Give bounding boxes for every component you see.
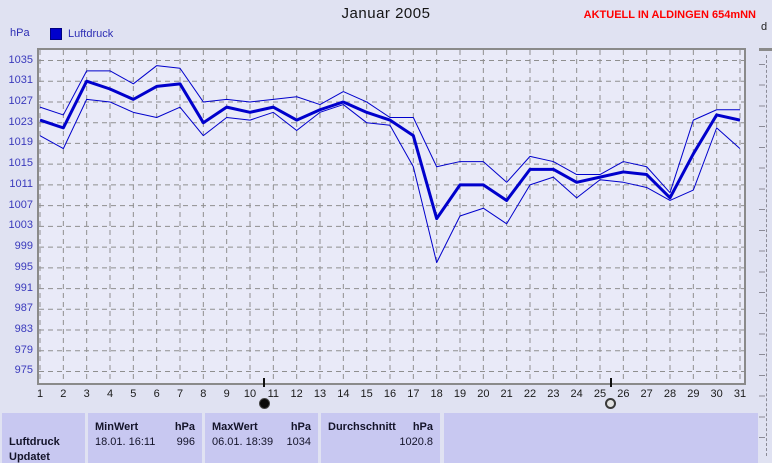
maxwert-unit: hPa [290,421,311,433]
durchschnitt-value: 1020.8 [399,436,433,448]
x-tick-label: 13 [313,388,327,400]
next-panel-grid-ticks [759,64,765,456]
y-tick-label: 1031 [8,74,33,87]
x-tick-label: 28 [663,388,677,400]
y-tick-label: 979 [14,343,33,356]
x-tick-label: 16 [383,388,397,400]
pressure-mean-line [39,79,741,221]
sensor-name: Luftdruck [9,436,60,448]
sensor-name-clipped-line: Updatet [9,451,50,463]
x-tick-label: 7 [176,388,184,400]
y-tick-label: 1003 [8,219,33,232]
legend-swatch-icon [50,28,62,40]
x-tick-label: 2 [60,388,67,400]
x-tick-label: 6 [153,388,160,400]
x-tick-label: 8 [200,388,207,400]
footer-cell-max: MaxWert hPa 06.01. 18:39 1034 [205,413,318,463]
x-tick-label: 5 [130,388,137,400]
footer-cell-average: Durchschnitt hPa 1020.8 [321,413,440,463]
maxwert-value: 1034 [286,436,311,448]
x-tick-label: 22 [523,388,537,400]
x-tick-label: 10 [243,388,257,400]
y-tick-label: 1015 [8,157,33,170]
y-tick-label: 1023 [8,115,33,128]
moon-marker-tick [263,378,265,387]
footer-cell-min: MinWert hPa 18.01. 16:11 996 [88,413,202,463]
legend: Luftdruck [50,28,113,40]
x-tick-label: 27 [640,388,653,400]
x-tick-label: 4 [106,388,114,400]
y-tick-label: 983 [14,323,33,336]
x-tick-label: 9 [223,388,230,400]
new-moon-icon [258,398,270,409]
x-tick-label: 18 [430,388,443,400]
footer-cell-empty [444,413,758,463]
maxwert-label: MaxWert [212,421,258,433]
y-tick-label: 991 [14,281,33,294]
y-tick-label: 987 [14,302,33,315]
status-text: AKTUELL IN ALDINGEN 654mNN [583,9,756,21]
pressure-min-line [39,98,741,264]
x-tick-label: 31 [733,388,747,400]
x-tick-label: 3 [83,388,90,400]
minwert-value: 996 [176,436,195,448]
pressure-chart-svg [39,50,744,383]
x-tick-label: 11 [267,388,280,400]
moon-marker-tick [609,378,612,387]
y-tick-label: 999 [14,240,33,253]
x-tick-label: 24 [570,388,583,400]
y-tick-label: 1007 [8,198,33,211]
minwert-unit: hPa [174,421,195,433]
x-tick-label: 21 [500,388,513,400]
legend-label: Luftdruck [68,28,114,40]
y-tick-label: 1035 [8,53,33,66]
x-tick-label: 17 [407,388,420,400]
x-tick-label: 1 [36,388,44,400]
y-tick-label: 1019 [8,136,33,149]
x-tick-label: 12 [290,388,303,400]
x-tick-label: 29 [687,388,700,400]
x-tick-label: 14 [337,388,350,400]
minwert-label: MinWert [95,421,139,433]
y-axis-unit-label: hPa [10,27,30,39]
pressure-chart-plot-area [37,48,746,385]
x-tick-label: 20 [477,388,490,400]
durchschnitt-label: Durchschnitt [328,421,396,433]
next-panel-axis-dashes [766,55,767,456]
minwert-datetime: 18.01. 16:11 [95,436,156,448]
x-tick-label: 23 [547,388,560,400]
durchschnitt-unit: hPa [412,421,433,433]
y-tick-label: 1011 [9,177,33,190]
next-panel-label: d [761,21,768,33]
y-tick-label: 995 [14,260,33,273]
footer-cell-sensor: Luftdruck Updatet [2,413,85,463]
x-tick-label: 30 [710,388,723,400]
y-tick-label: 975 [14,364,33,377]
y-tick-label: 1027 [8,94,33,107]
full-moon-icon [605,398,616,409]
x-tick-label: 26 [617,388,630,400]
maxwert-datetime: 06.01. 18:39 [212,436,274,448]
x-tick-label: 15 [360,388,373,400]
x-tick-label: 19 [453,388,467,400]
x-tick-label: 25 [593,388,607,400]
page-title: Januar 2005 [341,5,431,22]
next-panel-frame-fragment [759,48,772,51]
pressure-max-line [39,65,740,194]
